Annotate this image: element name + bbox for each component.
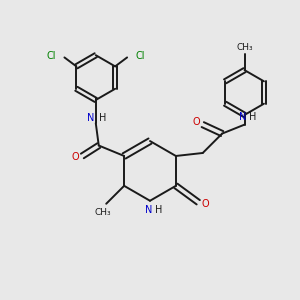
Text: O: O (201, 199, 208, 209)
Text: N: N (239, 112, 247, 122)
Text: N: N (145, 205, 152, 215)
Text: H: H (99, 113, 106, 123)
Text: CH₃: CH₃ (95, 208, 112, 217)
Text: O: O (72, 152, 80, 163)
Text: Cl: Cl (136, 51, 145, 61)
Text: O: O (192, 117, 200, 127)
Text: H: H (249, 112, 256, 122)
Text: Cl: Cl (46, 51, 56, 61)
Text: H: H (155, 205, 162, 215)
Text: N: N (87, 113, 94, 123)
Text: CH₃: CH₃ (236, 43, 253, 52)
